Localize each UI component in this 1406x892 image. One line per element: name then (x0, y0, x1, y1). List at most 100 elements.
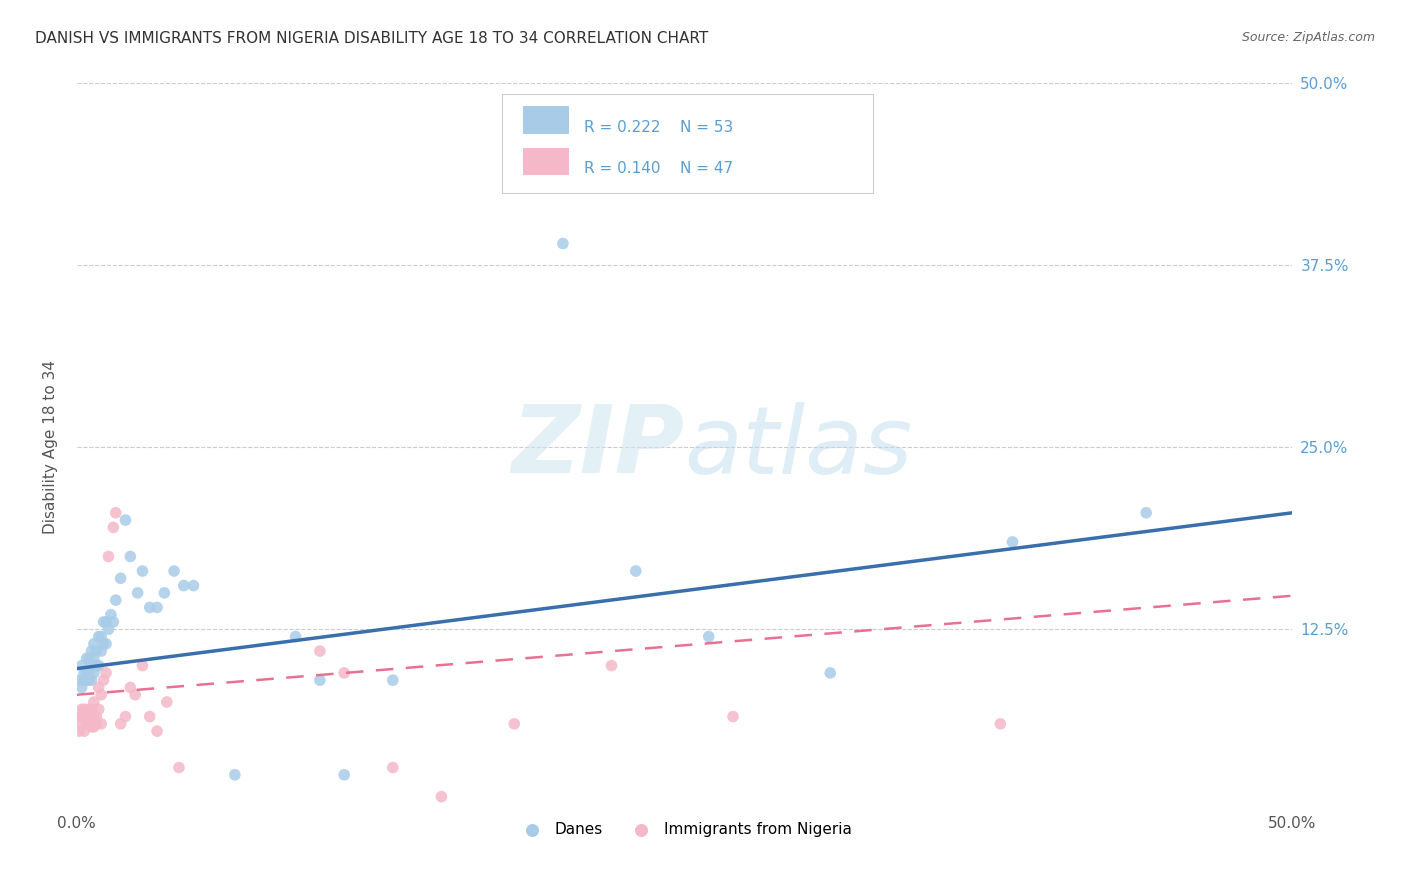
Point (70, 658, 93, 673)
Point (73, 724, 96, 739)
Point (309, 673, 332, 688)
Point (70, 681, 93, 695)
Point (90, 688, 112, 702)
Point (818, 665, 841, 680)
Point (73, 665, 96, 680)
Point (146, 724, 169, 739)
Point (124, 688, 146, 702)
Point (381, 673, 404, 688)
Point (77, 673, 100, 688)
Point (70, 716, 93, 731)
Point (86, 644, 108, 658)
Point (77, 702, 100, 716)
Point (110, 571, 132, 585)
Point (131, 658, 153, 673)
Point (167, 760, 190, 774)
Point (70, 709, 93, 723)
Point (87, 681, 110, 695)
Point (76, 651, 98, 665)
Point (114, 513, 136, 527)
Point (67, 724, 90, 739)
Point (551, 236, 574, 251)
Point (76, 705, 98, 719)
Point (224, 768, 246, 782)
Point (83, 637, 105, 651)
Point (76, 716, 98, 731)
Bar (523, 148, 569, 176)
Point (131, 564, 153, 578)
Point (83, 665, 105, 680)
Point (73, 709, 96, 723)
Y-axis label: Disability Age 18 to 34: Disability Age 18 to 34 (44, 360, 58, 534)
Point (94, 665, 117, 680)
Point (93, 673, 115, 688)
Point (93, 615, 115, 629)
Point (103, 520, 125, 534)
Point (97, 549, 120, 564)
Point (153, 586, 176, 600)
Point (183, 578, 205, 592)
Point (284, 630, 307, 644)
Point (163, 564, 186, 578)
Point (139, 709, 162, 723)
Point (86, 709, 108, 723)
Point (114, 709, 136, 723)
Point (73, 673, 96, 688)
Point (86, 716, 108, 731)
Point (73, 702, 96, 716)
Point (77, 716, 100, 731)
Point (381, 760, 404, 774)
Point (110, 716, 132, 731)
Point (988, 716, 1011, 731)
Point (600, 658, 623, 673)
Point (1001, 535, 1024, 549)
Point (90, 630, 112, 644)
Point (77, 651, 100, 665)
Point (80, 709, 103, 723)
Point (67, 673, 90, 688)
Point (76, 665, 98, 680)
Text: ZIP: ZIP (512, 401, 685, 493)
Point (309, 644, 332, 658)
Point (333, 665, 356, 680)
Point (83, 695, 105, 709)
Point (80, 644, 103, 658)
Point (83, 720, 105, 734)
Point (100, 607, 122, 622)
Point (86, 658, 108, 673)
Point (80, 673, 103, 688)
Text: R = 0.222    N = 53: R = 0.222 N = 53 (583, 120, 733, 135)
Point (83, 651, 105, 665)
Point (80, 720, 103, 734)
Point (93, 637, 115, 651)
Legend: Danes, Immigrants from Nigeria: Danes, Immigrants from Nigeria (510, 816, 858, 844)
Point (139, 600, 162, 615)
Point (90, 716, 112, 731)
Point (80, 658, 103, 673)
Point (503, 716, 526, 731)
Point (104, 506, 127, 520)
Point (76, 673, 98, 688)
Point (90, 644, 112, 658)
Point (721, 709, 744, 723)
Point (333, 768, 356, 782)
Point (87, 630, 110, 644)
Point (156, 695, 179, 709)
Point (83, 709, 105, 723)
Point (104, 593, 127, 607)
FancyBboxPatch shape (502, 95, 873, 193)
Text: atlas: atlas (685, 401, 912, 492)
Point (67, 709, 90, 723)
Point (127, 586, 149, 600)
Point (87, 702, 110, 716)
Point (103, 615, 125, 629)
Point (94, 637, 117, 651)
Text: R = 0.140    N = 47: R = 0.140 N = 47 (583, 161, 733, 177)
Point (173, 578, 195, 592)
Point (80, 702, 103, 716)
Point (70, 702, 93, 716)
Point (624, 564, 647, 578)
Point (1135, 506, 1157, 520)
Point (87, 658, 110, 673)
Point (697, 630, 720, 644)
